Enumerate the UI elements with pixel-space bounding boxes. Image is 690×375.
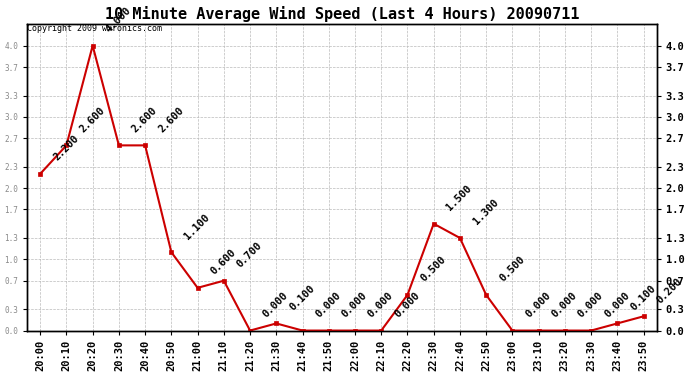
Text: 0.000: 0.000 bbox=[393, 290, 422, 320]
Text: 0.000: 0.000 bbox=[524, 290, 553, 320]
Text: 1.100: 1.100 bbox=[182, 212, 212, 241]
Text: 0.000: 0.000 bbox=[314, 290, 343, 320]
Text: 0.500: 0.500 bbox=[419, 255, 448, 284]
Text: 0.000: 0.000 bbox=[340, 290, 369, 320]
Text: 0.200: 0.200 bbox=[655, 276, 684, 305]
Text: 2.600: 2.600 bbox=[130, 105, 159, 134]
Text: 0.700: 0.700 bbox=[235, 240, 264, 270]
Text: 2.200: 2.200 bbox=[51, 134, 81, 163]
Text: 0.000: 0.000 bbox=[262, 290, 290, 320]
Text: 4.000: 4.000 bbox=[104, 5, 133, 34]
Text: 0.600: 0.600 bbox=[208, 248, 238, 277]
Text: 0.000: 0.000 bbox=[576, 290, 605, 320]
Text: 1.500: 1.500 bbox=[445, 183, 474, 213]
Text: 1.300: 1.300 bbox=[471, 198, 500, 227]
Text: Copyright 2009 wxronics.com: Copyright 2009 wxronics.com bbox=[27, 24, 162, 33]
Text: 0.000: 0.000 bbox=[366, 290, 395, 320]
Title: 10 Minute Average Wind Speed (Last 4 Hours) 20090711: 10 Minute Average Wind Speed (Last 4 Hou… bbox=[105, 6, 579, 22]
Text: 0.100: 0.100 bbox=[288, 283, 317, 312]
Text: 2.600: 2.600 bbox=[156, 105, 186, 134]
Text: 0.000: 0.000 bbox=[602, 290, 631, 320]
Text: 2.600: 2.600 bbox=[77, 105, 107, 134]
Text: 0.500: 0.500 bbox=[497, 255, 526, 284]
Text: 0.100: 0.100 bbox=[629, 283, 658, 312]
Text: 0.000: 0.000 bbox=[550, 290, 579, 320]
